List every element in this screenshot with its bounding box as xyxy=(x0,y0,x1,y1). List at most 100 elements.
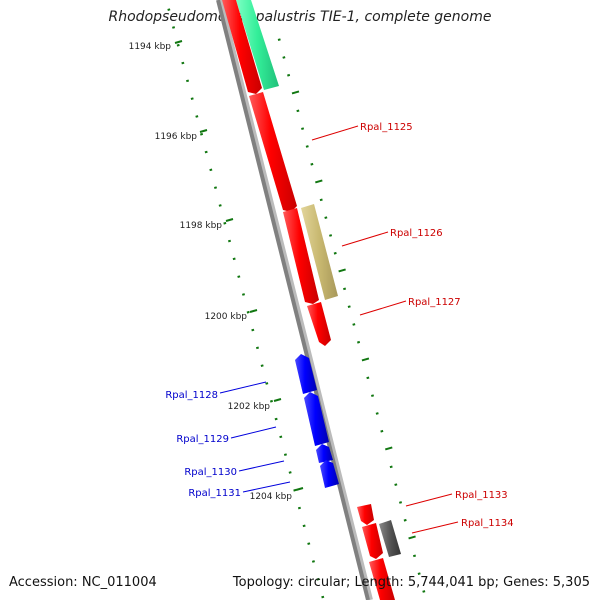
feature-gray[interactable] xyxy=(379,520,401,557)
scale-tick xyxy=(195,115,199,118)
gene-rpal-1124[interactable] xyxy=(222,0,262,94)
scale-tick xyxy=(283,453,287,456)
scale-tick xyxy=(279,435,283,439)
feature-tick xyxy=(291,90,300,95)
scale-tick xyxy=(265,382,269,385)
feature-tick xyxy=(412,554,417,558)
scale-labels: 1194 kbp 1196 kbp 1198 kbp 1200 kbp 1202… xyxy=(129,40,304,502)
feature-tick xyxy=(310,162,314,166)
scale-tick xyxy=(288,471,292,474)
scale-label-1194: 1194 kbp xyxy=(129,42,172,52)
feature-tick xyxy=(398,501,403,504)
label-rpal-1131[interactable]: Rpal_1131 xyxy=(188,488,241,499)
feature-tick xyxy=(282,56,286,59)
gene-rpal-1131[interactable] xyxy=(320,460,339,488)
feature-tick xyxy=(375,412,379,415)
label-rpal-1128[interactable]: Rpal_1128 xyxy=(165,390,218,401)
gene-rpal-1133[interactable] xyxy=(357,504,374,525)
scale-tick xyxy=(255,346,259,350)
scale-tick xyxy=(297,506,301,510)
scale-tick xyxy=(218,204,222,207)
feature-tick xyxy=(380,429,384,433)
gene-rpal-1125[interactable] xyxy=(249,92,297,212)
feature-tick xyxy=(389,465,393,469)
label-rpal-1130[interactable]: Rpal_1130 xyxy=(184,467,237,478)
scale-tick xyxy=(293,488,297,492)
scale-tick xyxy=(167,8,171,11)
scale-tick xyxy=(269,399,273,403)
scale-tick xyxy=(186,79,190,83)
genome-title: Rhodopseudomonas palustris TIE-1, comple… xyxy=(108,9,492,25)
feature-tick xyxy=(408,535,416,540)
scale-tick xyxy=(307,542,311,545)
feature-tick xyxy=(403,518,407,522)
feature-khaki[interactable] xyxy=(301,204,338,300)
gene-rpal-1130[interactable] xyxy=(316,444,333,463)
label-rpal-1127[interactable]: Rpal_1127 xyxy=(408,297,461,308)
feature-tick xyxy=(277,38,281,41)
reverse-gene-labels: Rpal_1128 Rpal_1129 Rpal_1130 Rpal_1131 xyxy=(165,381,291,499)
forward-gene-labels: Rpal_1125 Rpal_1126 Rpal_1127 Rpal_1133 … xyxy=(311,122,514,534)
label-rpal-1129[interactable]: Rpal_1129 xyxy=(176,434,229,445)
gene-rpal-1127[interactable] xyxy=(307,302,331,346)
feature-tick xyxy=(371,394,375,397)
scale-label-1200: 1200 kbp xyxy=(205,312,248,322)
scale-tick xyxy=(241,293,246,296)
scale-tick xyxy=(199,132,204,136)
gene-rpal-1133b[interactable] xyxy=(362,523,383,559)
scale-label-1198: 1198 kbp xyxy=(180,221,223,231)
scale-tick xyxy=(311,560,315,563)
label-rpal-1125[interactable]: Rpal_1125 xyxy=(360,122,413,133)
feature-tick xyxy=(333,251,337,255)
feature-tick xyxy=(361,357,370,362)
accession-text: Accession: NC_011004 xyxy=(9,575,157,590)
scale-tick xyxy=(190,97,194,100)
scale-tick xyxy=(176,43,180,47)
scale-label-1204: 1204 kbp xyxy=(250,492,293,502)
scale-tick xyxy=(209,168,213,172)
feature-tick xyxy=(357,340,361,344)
feature-tick xyxy=(343,287,347,291)
gene-rpal-1135[interactable] xyxy=(369,558,395,600)
scale-tick xyxy=(260,364,264,367)
feature-tick xyxy=(324,216,328,219)
scale-tick xyxy=(232,257,236,261)
scale-tick xyxy=(227,239,232,243)
scale-tick xyxy=(251,328,255,332)
feature-tick xyxy=(319,198,323,202)
forward-gene-track xyxy=(222,0,395,600)
label-rpal-1134[interactable]: Rpal_1134 xyxy=(461,518,514,529)
feature-tick xyxy=(301,127,305,130)
scale-tick xyxy=(302,524,306,528)
scale-tick xyxy=(213,186,218,189)
scale-label-1196: 1196 kbp xyxy=(155,132,198,142)
feature-tick xyxy=(394,483,398,486)
scale-tick xyxy=(274,417,278,421)
label-rpal-1133[interactable]: Rpal_1133 xyxy=(455,490,508,501)
scale-tick xyxy=(316,577,320,581)
gene-rpal-1128[interactable] xyxy=(295,354,317,394)
scale-tick xyxy=(223,221,227,225)
scale-tick xyxy=(321,595,325,599)
feature-tick xyxy=(347,305,351,308)
scale-tick xyxy=(204,150,208,154)
feature-tick xyxy=(296,109,300,113)
scale-tick xyxy=(172,26,176,29)
reverse-gene-track xyxy=(295,354,339,488)
feature-tick xyxy=(338,268,346,273)
scale-tick xyxy=(181,61,185,65)
feature-tick xyxy=(384,446,393,451)
gene-rpal-1129[interactable] xyxy=(304,392,329,446)
feature-tick xyxy=(366,376,370,380)
scale-tick xyxy=(246,310,250,314)
scale-ticks xyxy=(167,8,325,599)
gene-rpal-1126[interactable] xyxy=(283,208,319,304)
scale-tick xyxy=(237,275,241,278)
feature-green[interactable] xyxy=(236,0,279,90)
genome-backbone xyxy=(216,0,370,600)
feature-tick xyxy=(287,73,291,77)
feature-tick xyxy=(422,590,426,593)
scale-label-1202: 1202 kbp xyxy=(228,402,271,412)
label-rpal-1126[interactable]: Rpal_1126 xyxy=(390,228,443,239)
feature-tick xyxy=(315,179,323,184)
